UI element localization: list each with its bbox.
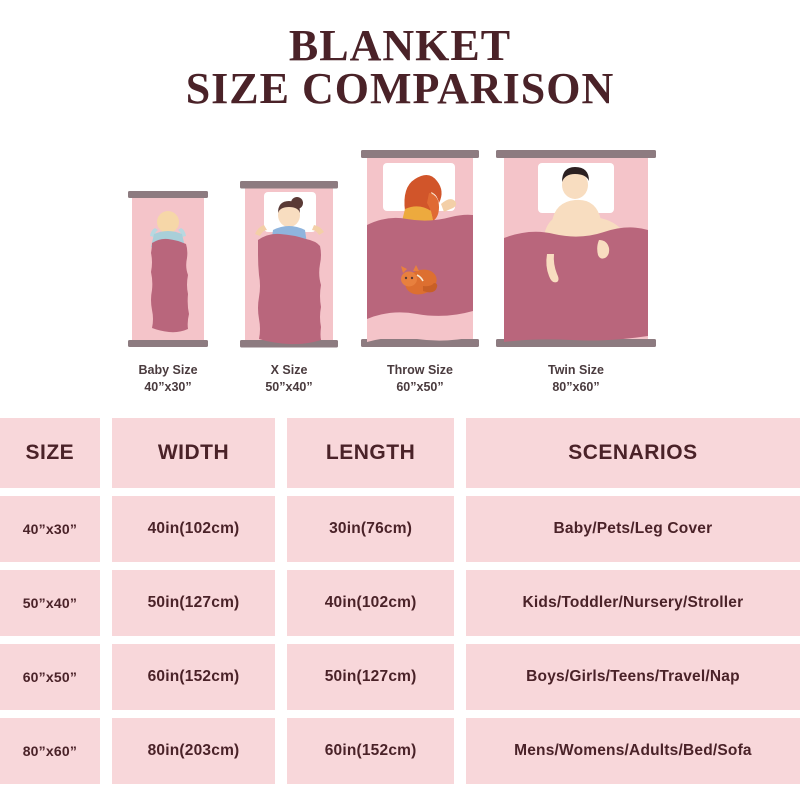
page-title: BLANKET SIZE COMPARISON xyxy=(0,21,800,114)
baby-blanket xyxy=(151,238,189,333)
bed-dimensions-twin: 80”x60” xyxy=(552,379,600,394)
column-header-length: LENGTH xyxy=(287,418,454,488)
bed-caption-baby: Baby Size 40”x30” xyxy=(88,362,248,396)
table-header-row: SIZE WIDTH LENGTH SCENARIOS xyxy=(0,418,800,488)
bed-dimensions-x: 50”x40” xyxy=(265,379,313,394)
cell-scenarios: Boys/Girls/Teens/Travel/Nap xyxy=(465,644,800,710)
cell-width: 50in(127cm) xyxy=(111,570,276,636)
table-row: 80”x60” 80in(203cm) 60in(152cm) Mens/Wom… xyxy=(0,718,800,784)
cell-length: 60in(152cm) xyxy=(287,718,454,784)
cell-size: 60”x50” xyxy=(0,644,100,710)
cell-width: 80in(203cm) xyxy=(111,718,276,784)
baby-bed-svg xyxy=(128,191,208,347)
cell-scenarios: Baby/Pets/Leg Cover xyxy=(465,496,800,562)
bed-illustration-twin xyxy=(496,146,656,350)
twin-bed-svg xyxy=(496,150,656,347)
table-row: 40”x30” 40in(102cm) 30in(76cm) Baby/Pets… xyxy=(0,496,800,562)
cell-width: 60in(152cm) xyxy=(111,644,276,710)
size-comparison-table: SIZE WIDTH LENGTH SCENARIOS 40”x30” 40in… xyxy=(0,418,800,792)
bed-caption-throw: Throw Size 60”x50” xyxy=(340,362,500,396)
column-header-size: SIZE xyxy=(0,418,100,488)
cell-width: 40in(102cm) xyxy=(111,496,276,562)
x-size-blanket xyxy=(258,233,321,345)
cell-size: 40”x30” xyxy=(0,496,100,562)
cell-size: 80”x60” xyxy=(0,718,100,784)
throw-sheet-fold xyxy=(367,311,473,342)
cell-scenarios: Mens/Womens/Adults/Bed/Sofa xyxy=(465,718,800,784)
cell-size: 50”x40” xyxy=(0,570,100,636)
cell-length: 30in(76cm) xyxy=(287,496,454,562)
bed-dimensions-baby: 40”x30” xyxy=(144,379,192,394)
bed-name-x: X Size xyxy=(270,363,308,377)
bed-name-throw: Throw Size xyxy=(387,363,453,377)
page-title-line-1: BLANKET xyxy=(288,21,512,70)
column-header-width: WIDTH xyxy=(111,418,276,488)
cat-icon xyxy=(401,265,438,295)
x-size-bed-svg xyxy=(240,181,338,348)
bed-caption-twin: Twin Size 80”x60” xyxy=(496,362,656,396)
cell-length: 40in(102cm) xyxy=(287,570,454,636)
bed-dimensions-throw: 60”x50” xyxy=(396,379,444,394)
column-header-scenarios: SCENARIOS xyxy=(465,418,800,488)
table-row: 60”x50” 60in(152cm) 50in(127cm) Boys/Gir… xyxy=(0,644,800,710)
bed-name-twin: Twin Size xyxy=(547,363,605,377)
table-row: 50”x40” 50in(127cm) 40in(102cm) Kids/Tod… xyxy=(0,570,800,636)
bed-caption-x: X Size 50”x40” xyxy=(209,362,369,396)
page-title-line-2: SIZE COMPARISON xyxy=(185,64,615,114)
throw-bed-svg xyxy=(361,150,479,347)
twin-blanket xyxy=(504,227,648,342)
cell-length: 50in(127cm) xyxy=(287,644,454,710)
bed-illustration-throw xyxy=(361,147,479,350)
bed-illustration-baby xyxy=(128,188,208,350)
bed-comparison-illustrations: Baby Size 40”x30” xyxy=(0,130,800,405)
cell-scenarios: Kids/Toddler/Nursery/Stroller xyxy=(465,570,800,636)
bed-illustration-x xyxy=(240,178,338,350)
bed-name-baby: Baby Size xyxy=(138,363,198,377)
